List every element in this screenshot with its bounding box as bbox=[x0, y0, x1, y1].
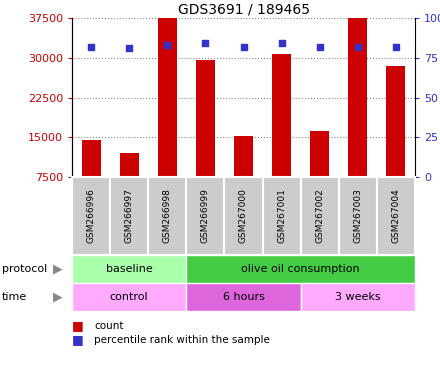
Text: ■: ■ bbox=[72, 319, 84, 333]
Text: GSM266996: GSM266996 bbox=[87, 189, 95, 243]
Bar bbox=[272, 54, 291, 177]
Bar bbox=[386, 66, 406, 177]
Text: time: time bbox=[2, 292, 27, 302]
Bar bbox=[339, 177, 377, 255]
Bar bbox=[158, 18, 177, 177]
Bar bbox=[186, 283, 301, 311]
Bar bbox=[224, 177, 263, 255]
Text: 3 weeks: 3 weeks bbox=[335, 292, 381, 302]
Point bbox=[240, 43, 247, 50]
Bar bbox=[310, 131, 329, 177]
Text: control: control bbox=[110, 292, 148, 302]
Text: ▶: ▶ bbox=[53, 263, 63, 275]
Text: ▶: ▶ bbox=[53, 291, 63, 303]
Text: GSM267004: GSM267004 bbox=[392, 189, 400, 243]
Text: GSM266999: GSM266999 bbox=[201, 189, 210, 243]
Bar bbox=[110, 177, 148, 255]
Point bbox=[354, 43, 361, 50]
Bar bbox=[377, 177, 415, 255]
Bar bbox=[186, 255, 415, 283]
Text: GSM267003: GSM267003 bbox=[353, 189, 362, 243]
Bar bbox=[301, 177, 339, 255]
Bar bbox=[72, 283, 186, 311]
Text: protocol: protocol bbox=[2, 264, 47, 274]
Point bbox=[164, 42, 171, 48]
Bar bbox=[301, 283, 415, 311]
Point bbox=[88, 43, 95, 50]
Point bbox=[392, 43, 400, 50]
Text: percentile rank within the sample: percentile rank within the sample bbox=[94, 335, 270, 345]
Text: olive oil consumption: olive oil consumption bbox=[242, 264, 360, 274]
Bar bbox=[72, 177, 110, 255]
Point bbox=[278, 40, 285, 46]
Text: GSM267002: GSM267002 bbox=[315, 189, 324, 243]
Text: GSM267000: GSM267000 bbox=[239, 189, 248, 243]
Bar bbox=[120, 153, 139, 177]
Bar bbox=[81, 140, 101, 177]
Bar bbox=[148, 177, 186, 255]
Text: count: count bbox=[94, 321, 124, 331]
Text: ■: ■ bbox=[72, 333, 84, 346]
Bar bbox=[196, 60, 215, 177]
Bar bbox=[234, 136, 253, 177]
Title: GDS3691 / 189465: GDS3691 / 189465 bbox=[177, 3, 309, 17]
Point bbox=[316, 43, 323, 50]
Text: 6 hours: 6 hours bbox=[223, 292, 264, 302]
Text: baseline: baseline bbox=[106, 264, 153, 274]
Text: GSM266998: GSM266998 bbox=[163, 189, 172, 243]
Text: GSM266997: GSM266997 bbox=[125, 189, 134, 243]
Point bbox=[202, 40, 209, 46]
Bar bbox=[72, 255, 186, 283]
Point bbox=[126, 45, 133, 51]
Bar bbox=[186, 177, 224, 255]
Bar bbox=[263, 177, 301, 255]
Text: GSM267001: GSM267001 bbox=[277, 189, 286, 243]
Bar bbox=[348, 18, 367, 177]
